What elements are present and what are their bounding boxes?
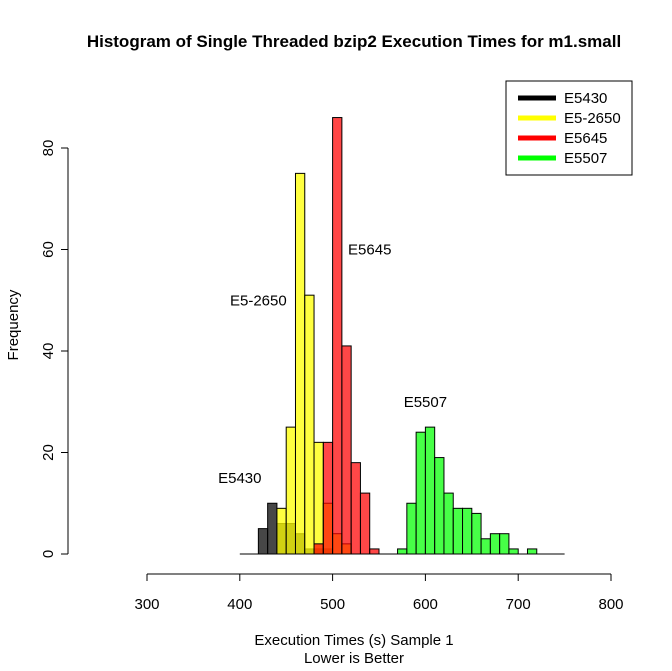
y-tick-label-80: 80	[40, 140, 57, 157]
y-tick-label-60: 60	[40, 241, 57, 258]
bar-e5645-2	[332, 117, 343, 555]
bar-e5507-6	[452, 507, 464, 555]
bar-e5507-5	[443, 492, 454, 555]
bar-e5507-0	[397, 548, 408, 555]
bar-e5-2650-4	[313, 441, 324, 555]
x-axis: 300 400 500 600 700 800	[134, 573, 624, 613]
x-tick-label-300: 300	[134, 596, 159, 613]
legend-label-e5645: E5645	[564, 130, 607, 147]
bar-e5507-4	[434, 457, 445, 555]
x-axis-sublabel: Lower is Better	[304, 650, 404, 667]
bar-e5507-7	[462, 507, 473, 555]
bar-e5645-1	[322, 441, 334, 555]
y-axis: 0 20 40 60 80	[40, 140, 69, 558]
bar-e5430-0	[257, 528, 269, 555]
y-tick-label-0: 0	[40, 550, 57, 558]
x-tick-label-800: 800	[598, 596, 623, 613]
annotation-e5507: E5507	[404, 394, 447, 411]
annotation-e5645: E5645	[348, 242, 391, 259]
annotation-e5-2650: E5-2650	[230, 292, 287, 309]
bar-e5507-10	[489, 533, 501, 555]
bar-e5645-4	[350, 462, 361, 555]
x-axis-label: Execution Times (s) Sample 1	[254, 632, 453, 649]
bar-e5645-6	[369, 548, 380, 555]
bars-layer	[257, 117, 538, 555]
bar-e5645-3	[341, 345, 352, 555]
bar-e5507-13	[526, 548, 538, 555]
bar-e5-2650-2	[294, 172, 306, 555]
annotations-layer: E5430 E5-2650 E5645 E5507	[218, 242, 447, 487]
bar-e5507-12	[508, 548, 519, 555]
bar-e5430-1	[267, 502, 278, 555]
y-tick-label-40: 40	[40, 343, 57, 360]
annotation-e5430: E5430	[218, 470, 261, 487]
bar-e5507-2	[415, 431, 426, 555]
bar-e5-2650-0	[276, 507, 287, 555]
bar-e5507-8	[471, 512, 482, 555]
legend-label-e5-2650: E5-2650	[564, 110, 621, 127]
bar-e5507-1	[406, 502, 417, 555]
x-tick-label-500: 500	[320, 596, 345, 613]
x-tick-label-600: 600	[413, 596, 438, 613]
y-axis-label: Frequency	[5, 289, 22, 360]
bar-e5-2650-1	[285, 426, 296, 555]
x-tick-label-400: 400	[227, 596, 252, 613]
bar-e5507-9	[480, 538, 491, 555]
x-tick-label-700: 700	[506, 596, 531, 613]
bar-e5-2650-3	[304, 294, 315, 555]
legend: E5430 E5-2650 E5645 E5507	[505, 80, 633, 176]
bar-e5645-5	[359, 492, 371, 555]
bar-e5645-0	[313, 543, 324, 555]
bar-e5507-11	[499, 533, 510, 555]
y-tick-label-20: 20	[40, 444, 57, 461]
legend-label-e5507: E5507	[564, 150, 607, 167]
bar-e5507-3	[424, 426, 436, 555]
legend-label-e5430: E5430	[564, 90, 607, 107]
chart-title: Histogram of Single Threaded bzip2 Execu…	[87, 32, 621, 51]
